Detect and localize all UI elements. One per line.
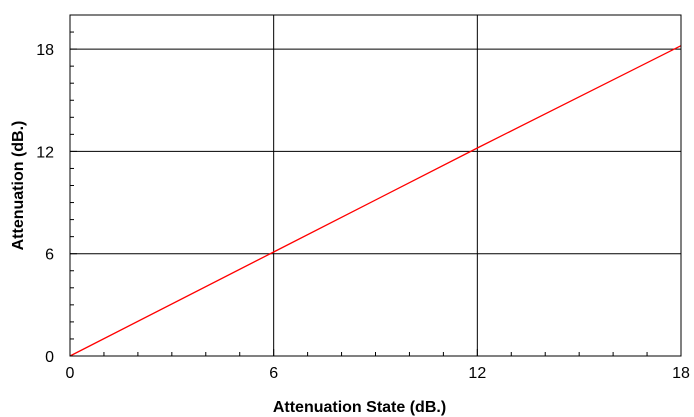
x-tick-labels: 0 6 12 18: [66, 365, 690, 382]
minor-ticks: [69, 14, 682, 357]
plot-area-frame: [69, 14, 682, 357]
x-tick-label: 0: [66, 365, 75, 382]
y-tick-labels: 0 6 12 18: [36, 42, 54, 366]
series-line: [69, 45, 682, 357]
x-tick-label: 18: [672, 365, 690, 382]
x-tick-label: 6: [269, 365, 278, 382]
y-tick-label: 6: [45, 247, 54, 264]
y-tick-label: 18: [36, 42, 54, 59]
y-tick-label: 0: [45, 349, 54, 366]
x-axis-title: Attenuation State (dB.): [273, 399, 446, 416]
y-axis-title: Attenuation (dB.): [10, 121, 27, 251]
series-layer: [69, 45, 682, 357]
x-tick-label: 12: [468, 365, 486, 382]
y-tick-label: 12: [36, 144, 54, 161]
grid-lines: [70, 15, 681, 356]
